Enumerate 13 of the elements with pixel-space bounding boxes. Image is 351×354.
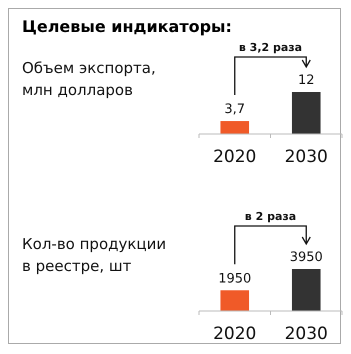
data-label: 12 (298, 73, 315, 88)
data-label: 1950 (218, 271, 252, 286)
text: в 3,2 раза (238, 41, 302, 54)
y-axis-title: Кол-во продукции в реестре, шт (22, 235, 166, 275)
x-tick-label: 2030 (284, 147, 328, 167)
x-tick-label: 2020 (213, 324, 256, 344)
x-tick-label: 2030 (284, 324, 328, 344)
data-label: 3,7 (224, 102, 246, 118)
x-tick-label: 2020 (213, 147, 256, 167)
y-axis-title: Объем экспорта, млн долларов (22, 59, 156, 99)
data-label: 3950 (290, 250, 323, 265)
chart-title: Целевые индикаторы: (22, 17, 232, 36)
text: в 2 раза (244, 210, 296, 223)
